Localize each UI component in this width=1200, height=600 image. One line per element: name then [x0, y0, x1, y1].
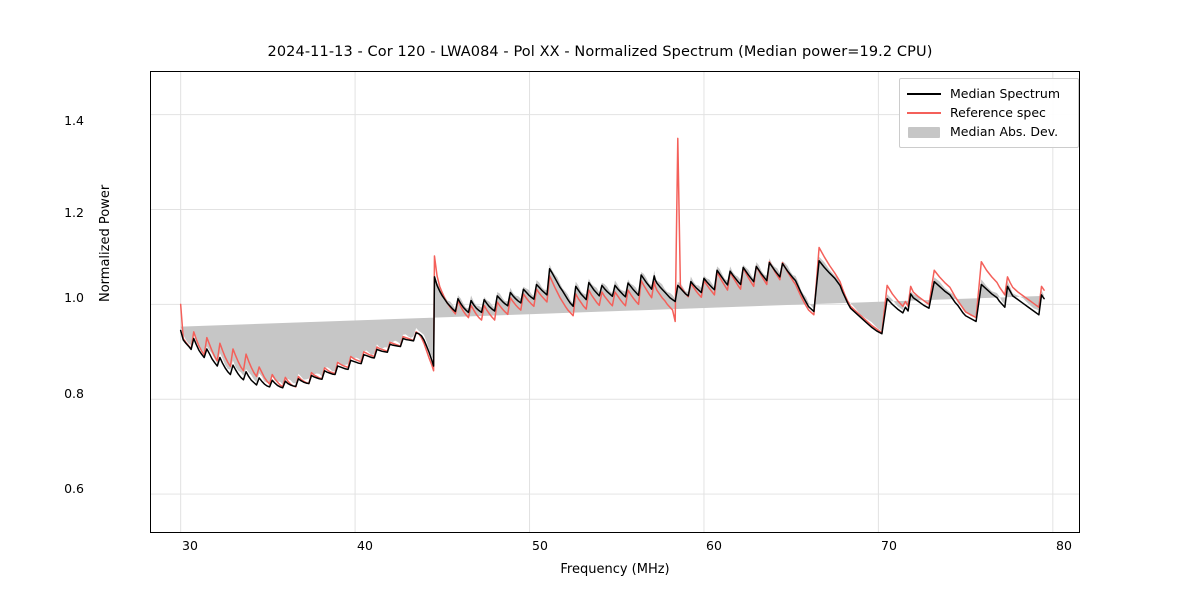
- legend-item-reference-spec: Reference spec: [907, 103, 1071, 122]
- legend-label-median-abs-dev: Median Abs. Dev.: [950, 124, 1059, 139]
- legend-label-reference-spec: Reference spec: [950, 105, 1046, 120]
- x-tick-label-3: 60: [706, 538, 722, 553]
- y-tick-label-3: 1.2: [64, 205, 84, 220]
- legend-line-icon-median-spectrum: [907, 87, 941, 101]
- legend-item-median-spectrum: Median Spectrum: [907, 84, 1071, 103]
- legend-patch-icon-median-abs-dev: [907, 125, 941, 139]
- legend-label-median-spectrum: Median Spectrum: [950, 86, 1061, 101]
- y-axis-label: Normalized Power: [98, 184, 113, 302]
- legend-item-median-abs-dev: Median Abs. Dev.: [907, 122, 1071, 141]
- page-title: 2024-11-13 - Cor 120 - LWA084 - Pol XX -…: [267, 44, 933, 60]
- x-axis-label: Frequency (MHz): [560, 562, 670, 577]
- x-tick-label-2: 50: [532, 538, 548, 553]
- y-tick-label-4: 1.4: [64, 113, 84, 128]
- y-tick-label-2: 1.0: [64, 290, 84, 305]
- legend-line-icon-reference-spec: [907, 106, 941, 120]
- legend: Median Spectrum Reference spec Median Ab…: [899, 78, 1079, 148]
- x-tick-label-5: 80: [1056, 538, 1072, 553]
- x-tick-label-4: 70: [881, 538, 897, 553]
- median-spectrum-line: [179, 259, 1045, 389]
- x-tick-label-1: 40: [357, 538, 373, 553]
- spectrum-canvas: [151, 72, 1079, 532]
- y-tick-label-0: 0.6: [64, 481, 84, 496]
- x-tick-label-0: 30: [182, 538, 198, 553]
- plot-area: [150, 71, 1080, 533]
- mad-band-area: [180, 256, 1045, 385]
- y-tick-label-1: 0.8: [64, 386, 84, 401]
